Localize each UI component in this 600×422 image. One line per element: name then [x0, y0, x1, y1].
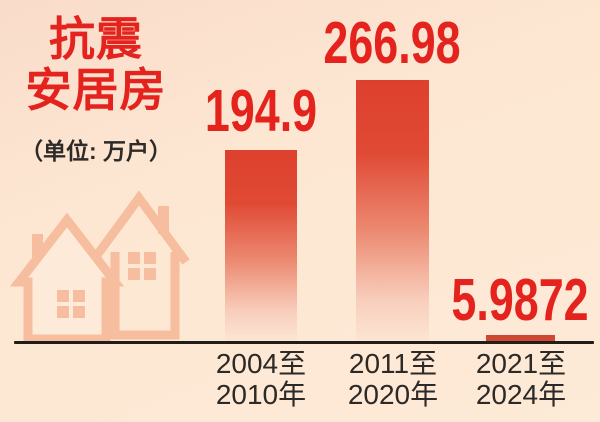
value-label-2011-2020: 266.98 [323, 10, 461, 76]
x-tick-line2: 2024年 [475, 378, 567, 410]
chart-title-line2: 安居房 [25, 63, 167, 116]
x-axis-line [14, 341, 594, 344]
x-tick-2021-2024: 2021至 2024年 [436, 348, 600, 411]
houses-illustration-icon [9, 190, 190, 344]
value-label-2004-2010: 194.9 [204, 78, 318, 144]
chart-title-line1: 抗震 [49, 13, 143, 65]
x-tick-2011-2020: 2011至 2020年 [308, 348, 478, 411]
x-tick-line1: 2011至 [348, 348, 438, 379]
unit-label: （单位: 万户） [19, 138, 173, 164]
value-label-2021-2024: 5.9872 [451, 267, 589, 333]
x-tick-line2: 2020年 [347, 378, 439, 410]
x-tick-line1: 2004至 [215, 348, 307, 379]
bar-2021-2024 [486, 335, 555, 341]
x-tick-line1: 2021至 [475, 348, 567, 379]
bar-2011-2020 [356, 80, 429, 341]
x-tick-2004-2010: 2004至 2010年 [176, 348, 346, 411]
bar-2004-2010 [225, 150, 297, 341]
x-tick-line2: 2010年 [215, 378, 307, 410]
chart-title: 抗震 安居房 [0, 14, 192, 115]
